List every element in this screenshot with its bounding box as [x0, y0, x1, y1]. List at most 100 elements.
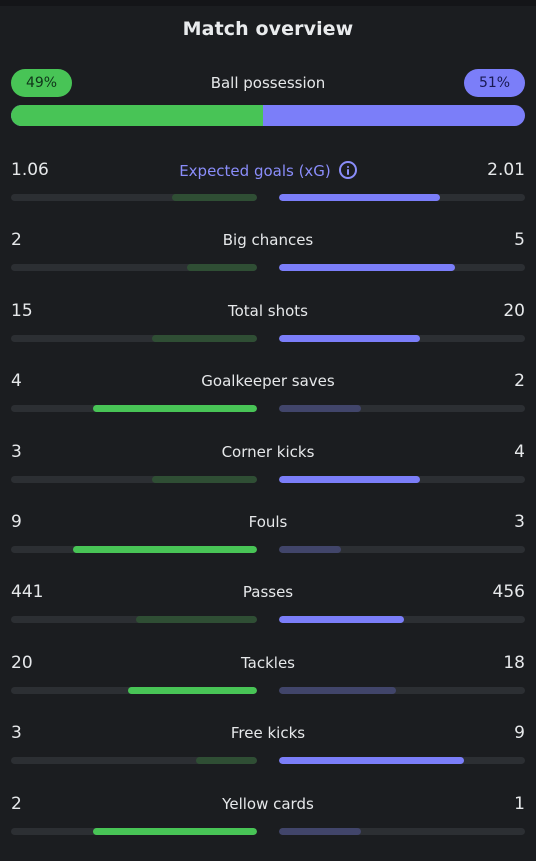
away-value: 1 [514, 793, 525, 814]
stat-label: Corner kicks [11, 443, 525, 461]
home-bar-track [11, 475, 257, 483]
home-bar-track [11, 405, 257, 413]
home-value: 2 [11, 793, 22, 814]
stat-label: Yellow cards [11, 795, 525, 813]
away-bar-track [279, 545, 525, 553]
away-bar-fill [279, 757, 464, 765]
stat-label-text: Passes [242, 583, 294, 602]
home-bar-fill [93, 405, 257, 413]
possession-header: 49% Ball possession 51% [11, 69, 525, 97]
stat-row-big-chances: 2 Big chances 5 [11, 227, 525, 297]
away-bar-fill [279, 405, 361, 413]
home-bar-track [11, 757, 257, 765]
away-bar-track [279, 264, 525, 272]
away-bar-track [279, 405, 525, 413]
stat-row-total-shots: 15 Total shots 20 [11, 298, 525, 368]
stat-label-text: Corner kicks [221, 442, 315, 461]
away-bar-fill [279, 686, 396, 694]
home-bar-track [11, 334, 257, 342]
home-possession-fill [11, 105, 263, 126]
away-value: 20 [503, 300, 525, 321]
away-value: 9 [514, 723, 525, 744]
away-value: 456 [492, 582, 525, 603]
home-bar-track [11, 616, 257, 624]
away-bar-fill [279, 334, 420, 342]
stat-row-yellow-cards: 2 Yellow cards 1 [11, 791, 525, 861]
stat-label: Passes [11, 583, 525, 601]
home-value: 2 [11, 230, 22, 251]
stat-row-free-kicks: 3 Free kicks 9 [11, 720, 525, 790]
stat-row-xg: 1.06 Expected goals (xG) 2.01 [11, 157, 525, 227]
away-value: 2.01 [487, 160, 525, 180]
home-bar-fill [186, 264, 257, 272]
away-bar-fill [279, 475, 420, 483]
stat-row-passes: 441 Passes 456 [11, 579, 525, 649]
stat-label[interactable]: Expected goals (xG) [11, 161, 525, 180]
home-bar-fill [136, 616, 257, 624]
stat-label-text: Tackles [240, 653, 296, 672]
stat-row-corner-kicks: 3 Corner kicks 4 [11, 439, 525, 509]
away-bar-track [279, 475, 525, 483]
away-value: 4 [514, 441, 525, 462]
home-value: 3 [11, 441, 22, 462]
away-bar-fill [279, 194, 441, 201]
home-value: 15 [11, 300, 33, 321]
home-bar-track [11, 264, 257, 272]
away-value: 2 [514, 371, 525, 392]
away-bar-fill [279, 827, 361, 835]
away-bar-track [279, 616, 525, 624]
away-bar-track [279, 334, 525, 342]
home-value: 20 [11, 652, 33, 673]
stat-label: Tackles [11, 654, 525, 672]
stat-label-text: Fouls [248, 512, 288, 531]
away-possession-badge: 51% [464, 69, 525, 97]
stat-label-text: Big chances [222, 231, 314, 250]
stat-label-text: Total shots [228, 301, 308, 320]
home-value: 1.06 [11, 160, 49, 180]
top-divider [0, 0, 536, 6]
info-icon[interactable] [338, 161, 357, 179]
home-value: 4 [11, 371, 22, 392]
home-bar-fill [127, 686, 257, 694]
away-bar-track [279, 827, 525, 835]
home-value: 441 [11, 582, 44, 603]
stat-row-tackles: 20 Tackles 18 [11, 650, 525, 720]
home-bar-fill [151, 475, 257, 483]
stat-label-text: Goalkeeper saves [201, 372, 335, 391]
home-value: 3 [11, 723, 22, 744]
stat-label-text: Free kicks [230, 724, 306, 743]
home-bar-fill [151, 334, 257, 342]
stat-row-goalkeeper-saves: 4 Goalkeeper saves 2 [11, 368, 525, 438]
stat-label: Free kicks [11, 724, 525, 742]
home-bar-fill [93, 827, 257, 835]
home-possession-badge: 49% [11, 69, 72, 97]
possession-bar [11, 105, 525, 126]
possession-label: Ball possession [210, 74, 326, 92]
page-title: Match overview [182, 18, 354, 40]
stat-row-fouls: 9 Fouls 3 [11, 509, 525, 579]
home-bar-fill [172, 194, 257, 201]
stat-label-text: Yellow cards [222, 794, 314, 813]
away-bar-fill [279, 616, 405, 624]
away-value: 18 [503, 652, 525, 673]
home-bar-fill [72, 545, 257, 553]
stat-label: Fouls [11, 513, 525, 531]
home-bar-track [11, 194, 257, 201]
home-value: 9 [11, 511, 22, 532]
away-bar-fill [279, 264, 455, 272]
away-bar-track [279, 757, 525, 765]
away-bar-track [279, 194, 525, 201]
away-bar-fill [279, 545, 341, 553]
home-bar-track [11, 545, 257, 553]
stat-label: Goalkeeper saves [11, 372, 525, 390]
stats-list: 1.06 Expected goals (xG) 2.01 2 Big chances 5… [11, 157, 525, 861]
away-value: 3 [514, 511, 525, 532]
stat-label-text: Expected goals (xG) [179, 162, 331, 180]
away-bar-track [279, 686, 525, 694]
home-bar-track [11, 827, 257, 835]
stat-label: Total shots [11, 302, 525, 320]
away-value: 5 [514, 230, 525, 251]
home-bar-track [11, 686, 257, 694]
stat-label: Big chances [11, 231, 525, 249]
home-bar-fill [195, 757, 257, 765]
